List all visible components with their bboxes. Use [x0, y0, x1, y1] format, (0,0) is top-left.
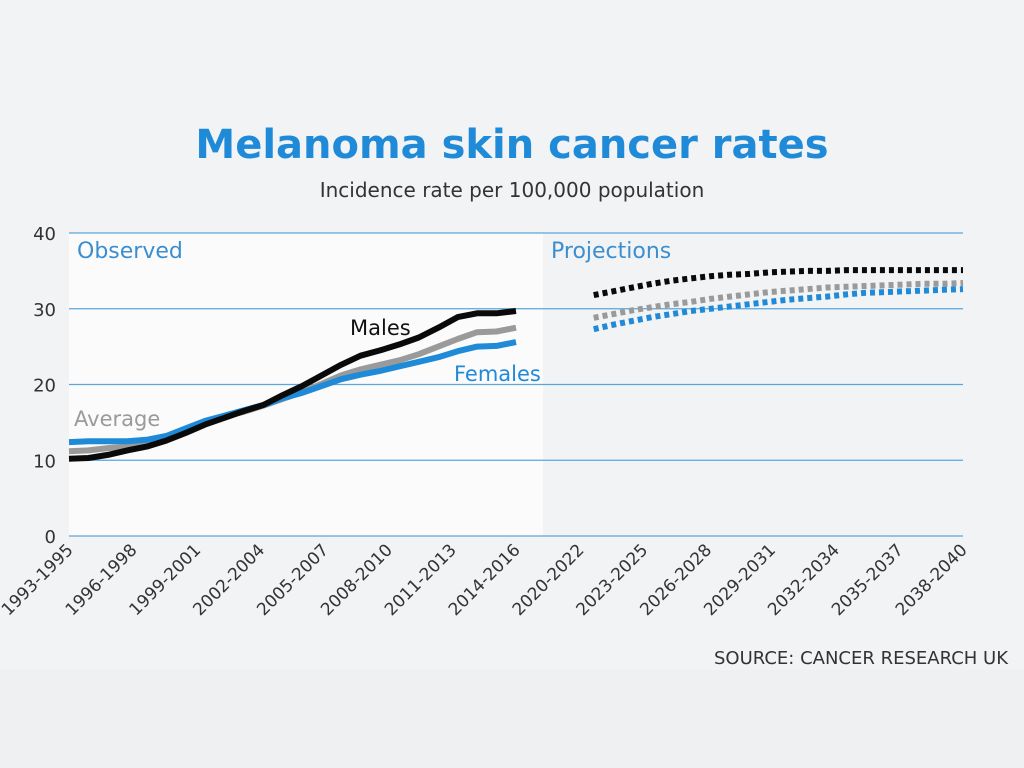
observed-label: Observed	[77, 239, 183, 264]
series-label-females: Females	[454, 362, 541, 386]
y-tick-label-10: 10	[33, 451, 56, 472]
projections-label: Projections	[551, 239, 671, 264]
series-line-females-observed	[68, 339, 517, 446]
series-line-males-observed	[68, 308, 517, 462]
series-label-males: Males	[350, 316, 411, 340]
series-line-females-projected	[593, 286, 964, 333]
series-line-males-projected	[593, 267, 963, 299]
y-tick-label-30: 30	[33, 300, 56, 321]
chart-title: Melanoma skin cancer rates	[195, 122, 828, 168]
chart-subtitle: Incidence rate per 100,000 population	[320, 178, 705, 202]
x-axis-ticks: 1993-19951996-19981999-20012002-20042005…	[0, 540, 972, 620]
y-axis-ticks: 0 10 20 30 40	[33, 224, 56, 548]
y-tick-label-0: 0	[45, 527, 56, 548]
gridlines	[69, 232, 963, 537]
y-tick-label-40: 40	[33, 224, 56, 245]
source-note: SOURCE: CANCER RESEARCH UK	[714, 648, 1009, 669]
series-lines	[68, 267, 964, 462]
series-label-average: Average	[74, 407, 160, 431]
series-line-average-projected	[593, 280, 964, 321]
y-tick-label-20: 20	[33, 376, 56, 397]
